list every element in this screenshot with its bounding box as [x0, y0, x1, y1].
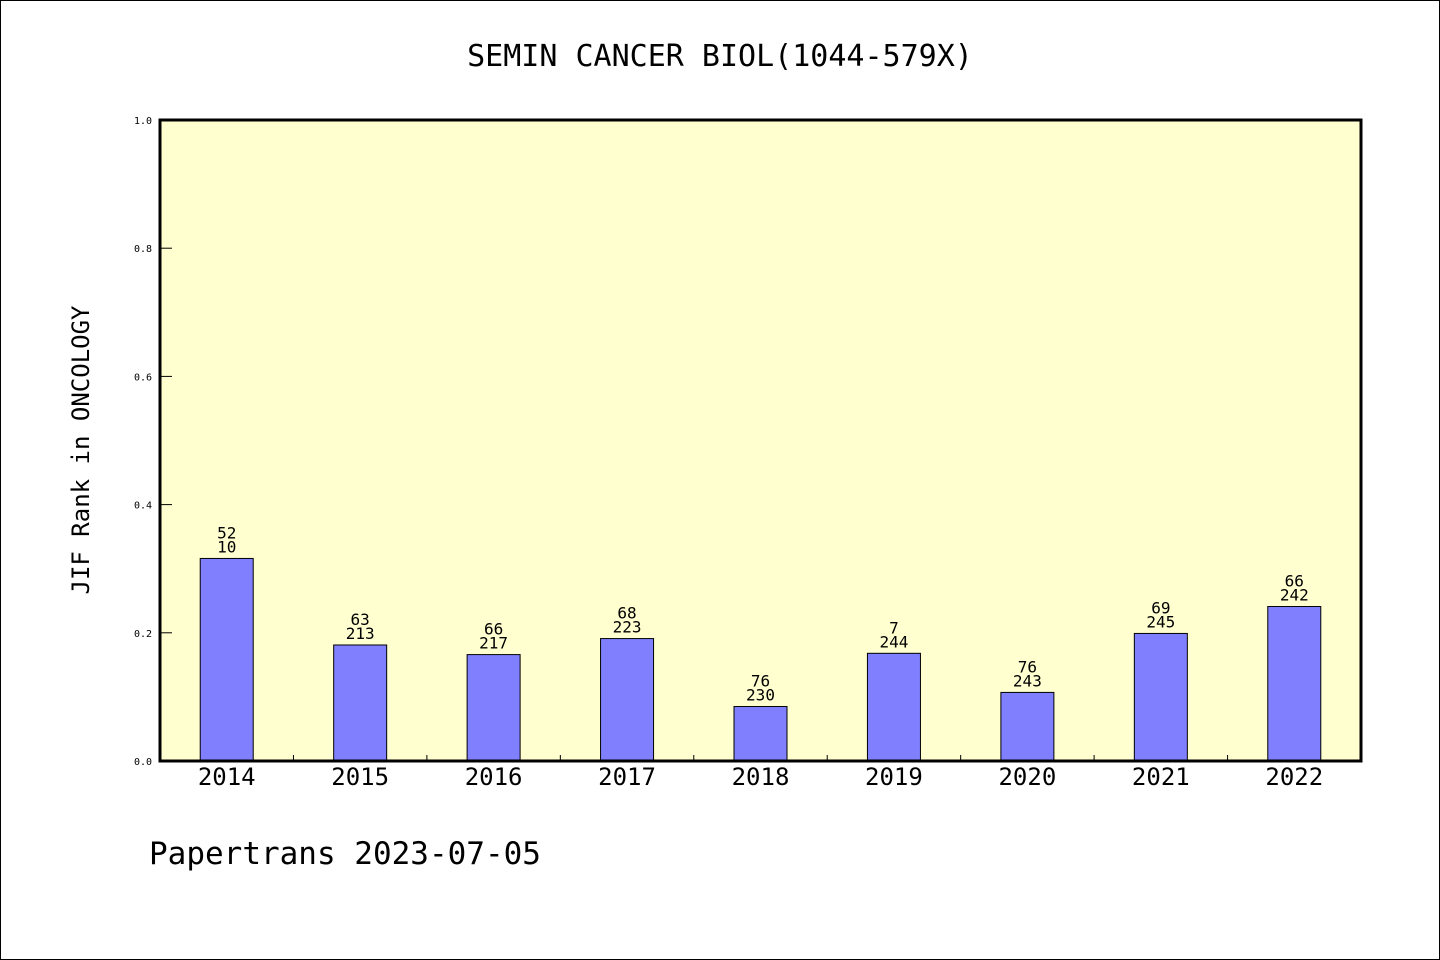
- bars: [199, 557, 1322, 762]
- data-label-top: 66: [484, 620, 503, 639]
- data-label-bottom: 242: [1280, 586, 1309, 605]
- chart-title: SEMIN CANCER BIOL(1044-579X): [467, 39, 973, 74]
- x-tick-label: 2017: [598, 763, 656, 791]
- y-tick-label: 0.6: [134, 372, 152, 383]
- y-tick-label: 0.8: [134, 244, 152, 255]
- data-label-bottom: 243: [1013, 671, 1042, 690]
- y-tick-label: 0.0: [134, 757, 152, 768]
- y-tick-label: 0.2: [134, 629, 152, 640]
- bar-2019: [866, 652, 921, 762]
- y-tick-label: 1.0: [134, 116, 152, 127]
- data-label-top: 69: [1151, 598, 1170, 617]
- data-label-bottom: 213: [346, 624, 375, 643]
- data-label-top: 76: [1018, 657, 1037, 676]
- data-label-top: 76: [751, 672, 770, 691]
- bar-2017: [600, 638, 655, 762]
- x-tick-label: 2018: [732, 763, 790, 791]
- data-label-bottom: 217: [479, 634, 508, 653]
- data-label-bottom: 230: [746, 686, 775, 705]
- data-label-top: 7: [889, 618, 899, 637]
- x-tick-label: 2022: [1265, 763, 1323, 791]
- data-label-bottom: 245: [1146, 612, 1175, 631]
- data-label-bottom: 223: [613, 618, 642, 637]
- data-label-top: 63: [351, 610, 370, 629]
- bar-2016: [466, 654, 521, 762]
- data-label-top: 52: [217, 523, 236, 542]
- x-tick-label: 2014: [198, 763, 256, 791]
- bar-2018: [733, 706, 788, 762]
- bar-2020: [1000, 691, 1055, 762]
- plot-border: [158, 118, 1363, 763]
- x-tick-label: 2021: [1132, 763, 1190, 791]
- footer-text: Papertrans 2023-07-05: [149, 836, 541, 872]
- data-label-bottom: 244: [879, 632, 908, 651]
- x-tick-label: 2016: [465, 763, 523, 791]
- bar-2014: [199, 557, 254, 762]
- x-tick-label: 2019: [865, 763, 923, 791]
- x-ticks: 2014 2015 2016 2017 2018 2019 2020 2021 2022: [198, 755, 1323, 791]
- x-tick-label: 2015: [331, 763, 389, 791]
- bar-2021: [1133, 632, 1188, 762]
- data-label-top: 66: [1285, 572, 1304, 591]
- y-axis-label: JIF Rank in ONCOLOGY: [67, 305, 95, 595]
- bar-2015: [333, 644, 388, 762]
- data-label-bottom: 10: [217, 537, 236, 556]
- bar-2022: [1267, 606, 1322, 762]
- x-tick-label: 2020: [998, 763, 1056, 791]
- y-ticks: 0.0 0.2 0.4 0.6 0.8 1.0: [134, 116, 172, 768]
- data-label-top: 68: [617, 604, 636, 623]
- y-tick-label: 0.4: [134, 501, 152, 512]
